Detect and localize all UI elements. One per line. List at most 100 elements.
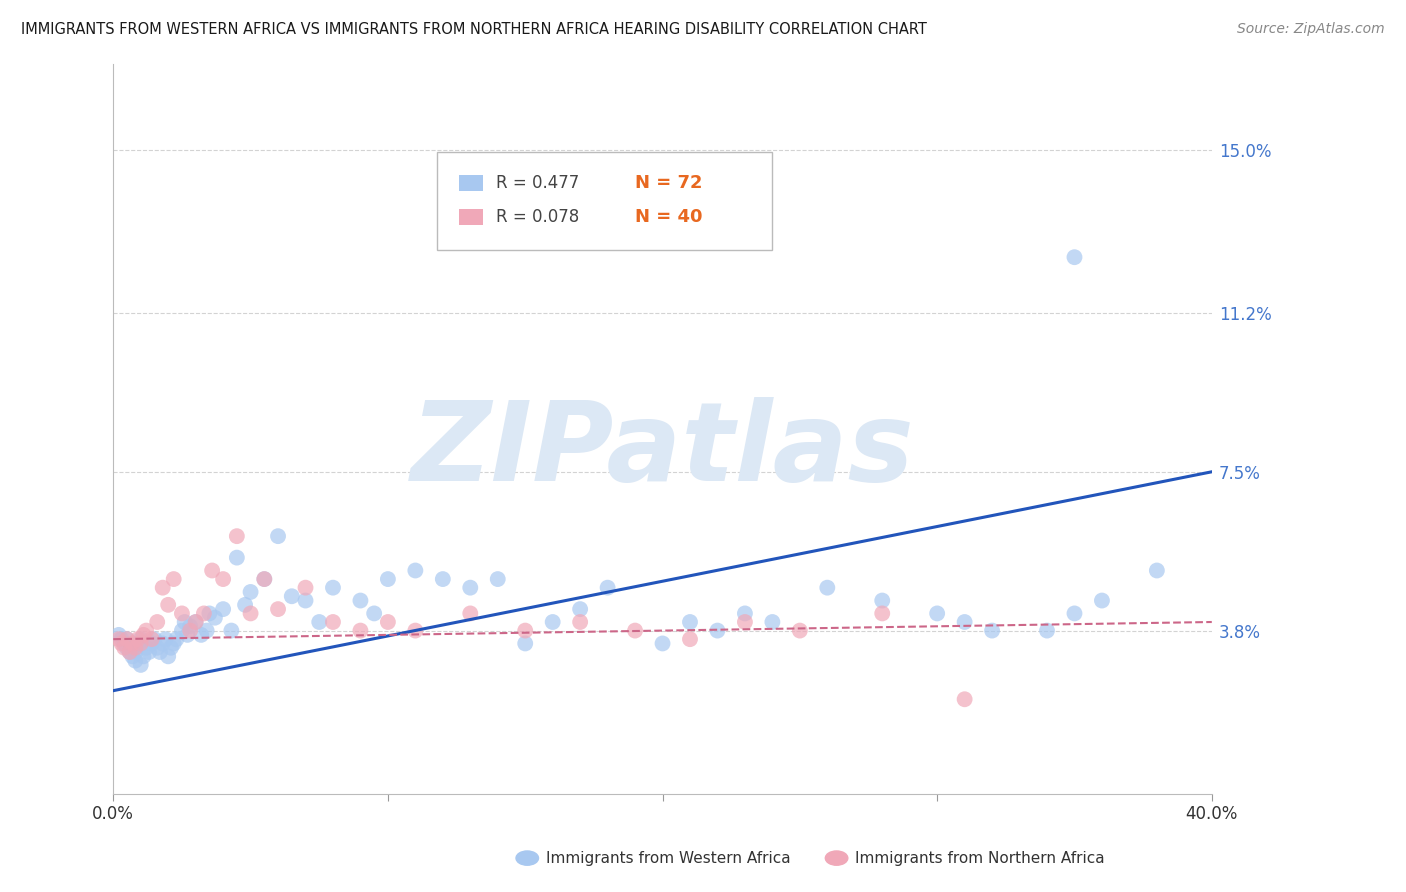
Point: [404, 624, 426, 638]
Point: [349, 593, 371, 607]
Point: [107, 632, 129, 647]
Point: [569, 602, 592, 616]
Point: [233, 598, 256, 612]
Point: [212, 572, 235, 586]
Text: Source: ZipAtlas.com: Source: ZipAtlas.com: [1237, 22, 1385, 37]
Point: [225, 550, 247, 565]
Point: [761, 615, 783, 629]
Point: [179, 619, 201, 633]
Point: [239, 585, 262, 599]
Point: [706, 624, 728, 638]
Point: [267, 602, 290, 616]
Point: [981, 624, 1004, 638]
Text: ZIPatlas: ZIPatlas: [411, 397, 914, 504]
Point: [143, 632, 166, 647]
Point: [152, 636, 174, 650]
Point: [221, 624, 243, 638]
Point: [132, 628, 155, 642]
Point: [486, 572, 509, 586]
Point: [132, 649, 155, 664]
Point: [170, 607, 193, 621]
Point: [146, 615, 169, 629]
Point: [110, 632, 132, 647]
Point: [1146, 564, 1168, 578]
Point: [129, 636, 152, 650]
FancyBboxPatch shape: [437, 152, 772, 250]
Point: [515, 636, 537, 650]
Point: [129, 657, 152, 672]
Point: [734, 607, 756, 621]
Point: [281, 589, 304, 603]
Point: [927, 607, 949, 621]
Point: [239, 607, 262, 621]
Point: [953, 692, 976, 706]
Point: [212, 602, 235, 616]
Point: [165, 632, 187, 647]
Point: [112, 640, 135, 655]
Point: [157, 649, 180, 664]
Point: [127, 636, 149, 650]
Point: [225, 529, 247, 543]
Point: [135, 640, 157, 655]
Point: [138, 645, 160, 659]
Point: [193, 607, 215, 621]
Point: [1036, 624, 1059, 638]
Point: [349, 624, 371, 638]
Point: [184, 615, 207, 629]
Point: [124, 640, 146, 655]
Point: [201, 564, 224, 578]
Point: [195, 624, 218, 638]
Point: [294, 593, 316, 607]
Point: [377, 572, 399, 586]
Point: [173, 615, 195, 629]
Point: [253, 572, 276, 586]
Point: [135, 624, 157, 638]
Point: [152, 581, 174, 595]
Point: [458, 607, 481, 621]
Point: [160, 640, 183, 655]
Point: [679, 615, 702, 629]
Point: [198, 607, 221, 621]
Point: [253, 572, 276, 586]
Text: IMMIGRANTS FROM WESTERN AFRICA VS IMMIGRANTS FROM NORTHERN AFRICA HEARING DISABI: IMMIGRANTS FROM WESTERN AFRICA VS IMMIGR…: [21, 22, 927, 37]
Text: N = 40: N = 40: [636, 208, 703, 227]
Point: [624, 624, 647, 638]
Point: [141, 636, 163, 650]
Point: [294, 581, 316, 595]
Point: [569, 615, 592, 629]
Point: [127, 632, 149, 647]
Point: [679, 632, 702, 647]
Point: [115, 632, 138, 647]
Point: [458, 581, 481, 595]
Point: [124, 654, 146, 668]
Point: [121, 649, 143, 664]
Point: [124, 645, 146, 659]
Text: N = 72: N = 72: [636, 174, 703, 192]
Point: [363, 607, 385, 621]
Point: [118, 645, 141, 659]
Point: [129, 632, 152, 647]
Text: Immigrants from Western Africa: Immigrants from Western Africa: [546, 851, 790, 865]
Point: [870, 593, 893, 607]
Point: [596, 581, 619, 595]
Point: [651, 636, 673, 650]
Point: [110, 636, 132, 650]
Point: [404, 564, 426, 578]
Point: [157, 598, 180, 612]
Point: [170, 624, 193, 638]
Point: [322, 581, 344, 595]
Point: [176, 628, 198, 642]
Point: [184, 615, 207, 629]
Point: [377, 615, 399, 629]
Point: [1091, 593, 1114, 607]
Point: [179, 624, 201, 638]
FancyBboxPatch shape: [460, 210, 484, 226]
Point: [953, 615, 976, 629]
Point: [141, 632, 163, 647]
Point: [267, 529, 290, 543]
Point: [121, 636, 143, 650]
Point: [322, 615, 344, 629]
Point: [734, 615, 756, 629]
Point: [308, 615, 330, 629]
Point: [1063, 250, 1085, 264]
